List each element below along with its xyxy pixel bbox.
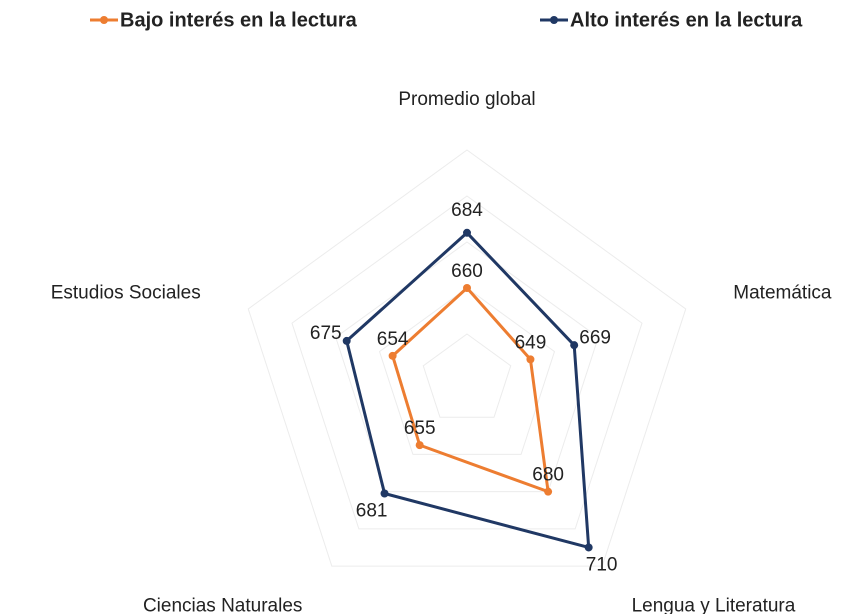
data-label: 654: [377, 329, 409, 350]
grid-ring: [291, 195, 643, 530]
category-label: Ciencias Naturales: [143, 596, 302, 614]
data-point: [463, 284, 471, 292]
category-label: Promedio global: [398, 89, 535, 110]
grid-ring: [335, 241, 599, 493]
data-label: 669: [579, 327, 611, 348]
data-point: [544, 487, 553, 496]
grid-ring: [247, 149, 687, 567]
series-line: [391, 286, 550, 494]
data-label: 649: [515, 332, 547, 353]
legend-label: Alto interés en la lectura: [570, 9, 803, 31]
data-point: [415, 441, 424, 450]
data-point: [380, 489, 389, 498]
series-line: [345, 231, 591, 549]
data-label: 660: [451, 261, 483, 282]
legend-label: Bajo interés en la lectura: [120, 9, 358, 31]
grid-ring: [378, 287, 556, 455]
data-label: 675: [310, 323, 342, 344]
legend-marker: [550, 16, 558, 24]
category-label: Estudios Sociales: [51, 282, 201, 303]
data-label: 681: [356, 500, 388, 521]
category-label: Matemática: [733, 282, 832, 303]
data-point: [584, 543, 593, 552]
data-label: 710: [586, 554, 618, 575]
legend-marker: [100, 16, 108, 24]
data-point: [526, 355, 535, 364]
data-point: [463, 228, 471, 237]
data-point: [388, 351, 397, 360]
grid-ring: [422, 333, 512, 418]
data-point: [342, 336, 351, 345]
category-label: Lengua y Literatura: [632, 596, 796, 614]
data-point: [570, 341, 579, 350]
data-label: 655: [404, 418, 436, 439]
data-label: 684: [451, 200, 483, 221]
data-label: 680: [532, 465, 564, 486]
